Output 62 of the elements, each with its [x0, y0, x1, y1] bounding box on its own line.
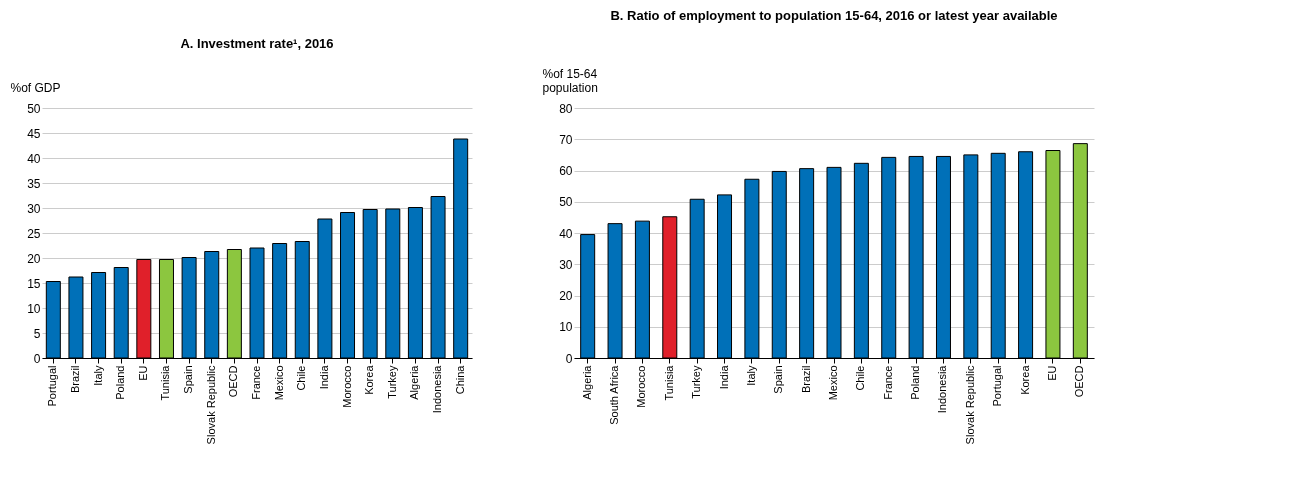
y-tick-label: 40 — [559, 226, 573, 241]
x-tick-label: Poland — [909, 365, 922, 400]
x-tick-label: Chile — [854, 365, 867, 391]
y-tick-label: 80 — [559, 101, 573, 116]
x-tick-label: OECD — [1073, 365, 1086, 398]
x-tick-label: OECD — [227, 365, 240, 398]
x-tick-label: Turkey — [385, 365, 398, 399]
y-tick-label: 30 — [27, 201, 41, 216]
y-tick-label: 45 — [27, 126, 41, 141]
x-tick-label: Portugal — [991, 365, 1004, 407]
x-tick-label: Tunisia — [662, 364, 675, 401]
x-tick-label: Algeria — [408, 364, 421, 400]
y-tick-label: 20 — [559, 289, 573, 303]
y-axis-title: %of 15-64 population — [542, 66, 598, 95]
y-tick-label: 10 — [27, 301, 41, 316]
x-tick-label: Brazil — [68, 365, 81, 394]
x-tick-label: Slovak Republic — [963, 365, 976, 445]
x-tick-label: Mexico — [272, 365, 285, 401]
y-tick-label: 0 — [565, 351, 573, 366]
x-tick-label: Italy — [91, 365, 104, 386]
x-tick-label: Mexico — [827, 365, 839, 401]
x-tick-label: Slovak Republic — [204, 365, 217, 445]
x-tick-label: South Africa — [608, 364, 621, 425]
y-tick-label: 50 — [27, 101, 41, 116]
x-tick-label: Brazil — [799, 365, 812, 394]
x-tick-label: China — [453, 364, 466, 395]
x-tick-label: Chile — [295, 365, 308, 391]
x-tick-label: Turkey — [690, 365, 703, 399]
chart-title: A. Investment rate¹, 2016 — [180, 36, 334, 51]
x-tick-label: Spain — [182, 365, 195, 394]
x-tick-label: EU — [1045, 365, 1058, 381]
y-tick-label: 10 — [559, 320, 573, 335]
x-tick-label: Korea — [363, 364, 376, 395]
chart-title: B. Ratio of employment to population 15-64, 2016 or latest year available — [610, 8, 1058, 23]
x-tick-label: Portugal — [46, 365, 59, 407]
y-axis-title: %of GDP — [10, 80, 61, 95]
y-tick-label: 20 — [27, 251, 41, 266]
x-tick-label: EU — [136, 365, 149, 381]
x-tick-label: Spain — [772, 365, 785, 394]
x-tick-label: Poland — [114, 365, 127, 400]
x-tick-label: India — [317, 364, 330, 390]
x-tick-label: Morocco — [340, 365, 353, 408]
x-tick-label: France — [250, 365, 262, 400]
x-tick-label: Korea — [1018, 364, 1031, 395]
y-tick-label: 70 — [559, 132, 573, 147]
y-tick-label: 35 — [27, 176, 41, 191]
y-tick-label: 5 — [33, 326, 41, 341]
y-tick-label: 60 — [559, 164, 573, 178]
x-tick-label: Indonesia — [431, 364, 444, 414]
x-tick-label: Italy — [744, 365, 757, 386]
y-tick-label: 30 — [559, 257, 573, 272]
y-tick-label: 0 — [33, 351, 41, 366]
y-tick-label: 25 — [27, 226, 41, 241]
x-tick-label: Morocco — [635, 365, 648, 408]
y-tick-label: 15 — [27, 276, 41, 291]
y-tick-label: 50 — [559, 195, 573, 210]
y-tick-label: 40 — [27, 151, 41, 166]
x-tick-label: France — [881, 365, 894, 400]
x-tick-label: Tunisia — [159, 364, 172, 401]
x-tick-label: India — [717, 364, 730, 390]
x-tick-label: Indonesia — [936, 364, 949, 414]
x-tick-label: Algeria — [580, 364, 593, 400]
